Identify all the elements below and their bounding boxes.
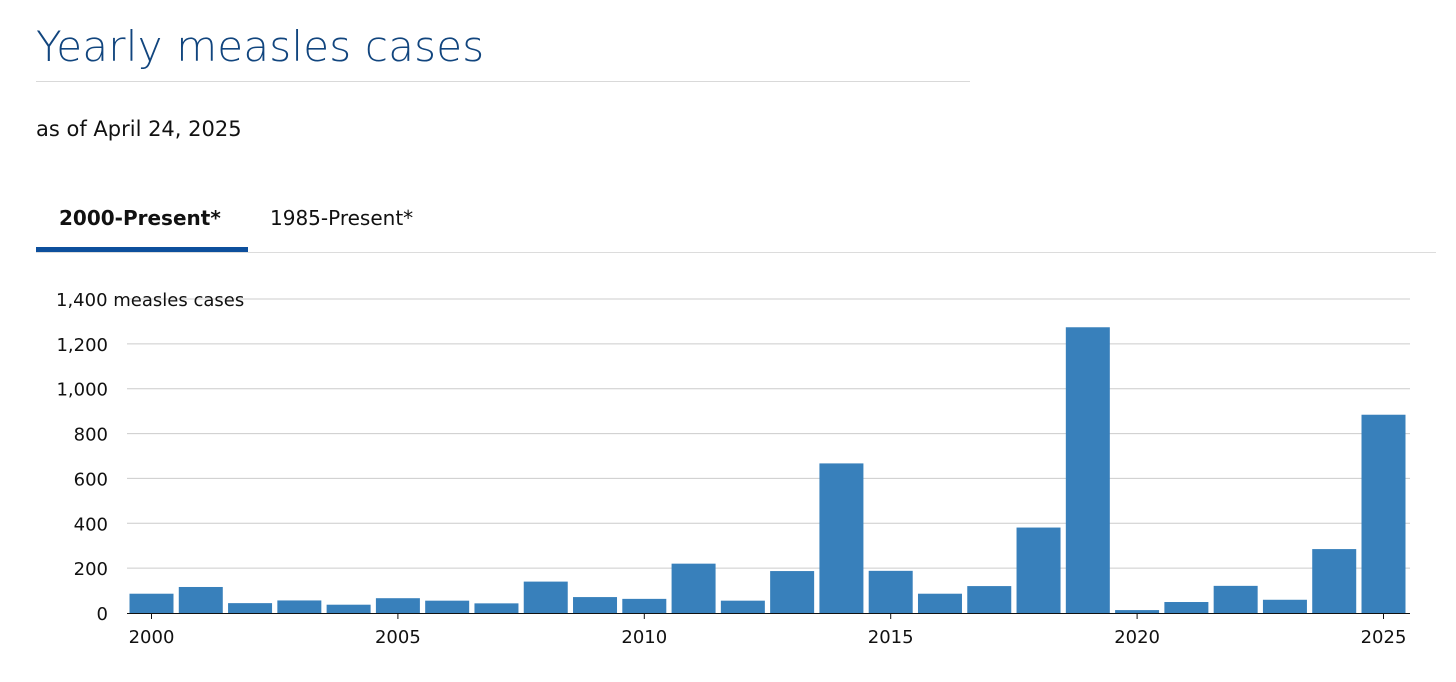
y-tick-label: 800: [74, 425, 108, 446]
x-tick-label: 2025: [1361, 627, 1407, 648]
y-tick-label: 400: [74, 514, 108, 535]
bar-2009: [573, 597, 618, 613]
x-tick-label: 2010: [621, 627, 667, 648]
y-tick-label: 1,200: [56, 335, 108, 356]
gridlines: [127, 298, 1410, 569]
bar-2013: [770, 571, 815, 613]
bar-2012: [720, 600, 765, 613]
y-tick-label: 600: [74, 469, 108, 490]
tab-2000-present[interactable]: 2000-Present*: [59, 206, 221, 230]
x-tick-label: 2020: [1114, 627, 1160, 648]
bar-2004: [326, 604, 371, 613]
x-axis-labels: 2000 2005 2010 2015 2020 2025: [129, 613, 1407, 648]
bars: [129, 327, 1406, 613]
bar-2002: [228, 603, 273, 613]
bar-2017: [967, 586, 1012, 613]
range-tabs: 2000-Present* 1985-Present*: [36, 190, 1436, 253]
bar-2016: [917, 593, 962, 613]
bar-2000: [129, 593, 174, 613]
bar-2003: [277, 600, 322, 613]
bar-2025: [1361, 414, 1406, 613]
bar-2019: [1065, 327, 1110, 613]
bar-2024: [1312, 549, 1357, 613]
bar-2007: [474, 603, 519, 613]
bar-2022: [1213, 585, 1258, 613]
y-tick-label: 1,000: [56, 380, 108, 401]
active-tab-indicator: [36, 247, 248, 253]
bar-2005: [375, 598, 420, 613]
bar-2023: [1262, 599, 1307, 613]
bar-2014: [819, 463, 864, 613]
bar-2021: [1164, 602, 1209, 613]
x-tick-label: 2015: [868, 627, 914, 648]
bar-2008: [523, 581, 568, 613]
y-tick-label: 200: [74, 559, 108, 580]
y-axis-labels: 0 200 400 600 800 1,000 1,200 1,400 measles cas…: [56, 290, 244, 625]
x-tick-label: 2005: [375, 627, 421, 648]
y-axis-top-label: 1,400 measles cases: [56, 290, 244, 311]
bar-2018: [1016, 527, 1061, 613]
as-of-date: as of April 24, 2025: [36, 117, 242, 141]
tabs-divider: [36, 252, 1436, 253]
title-divider: [36, 81, 970, 82]
page-title: Yearly measles cases: [36, 22, 485, 71]
bar-2020: [1115, 610, 1160, 613]
measles-bar-chart: 0 200 400 600 800 1,000 1,200 1,400 measles cas…: [56, 290, 1410, 648]
bar-2010: [622, 598, 667, 613]
bar-2006: [425, 600, 470, 613]
tab-1985-present[interactable]: 1985-Present*: [270, 206, 414, 230]
bar-2015: [868, 570, 913, 613]
y-tick-label: 0: [97, 604, 108, 625]
bar-2011: [671, 563, 716, 613]
x-tick-label: 2000: [129, 627, 175, 648]
bar-2001: [178, 586, 223, 613]
